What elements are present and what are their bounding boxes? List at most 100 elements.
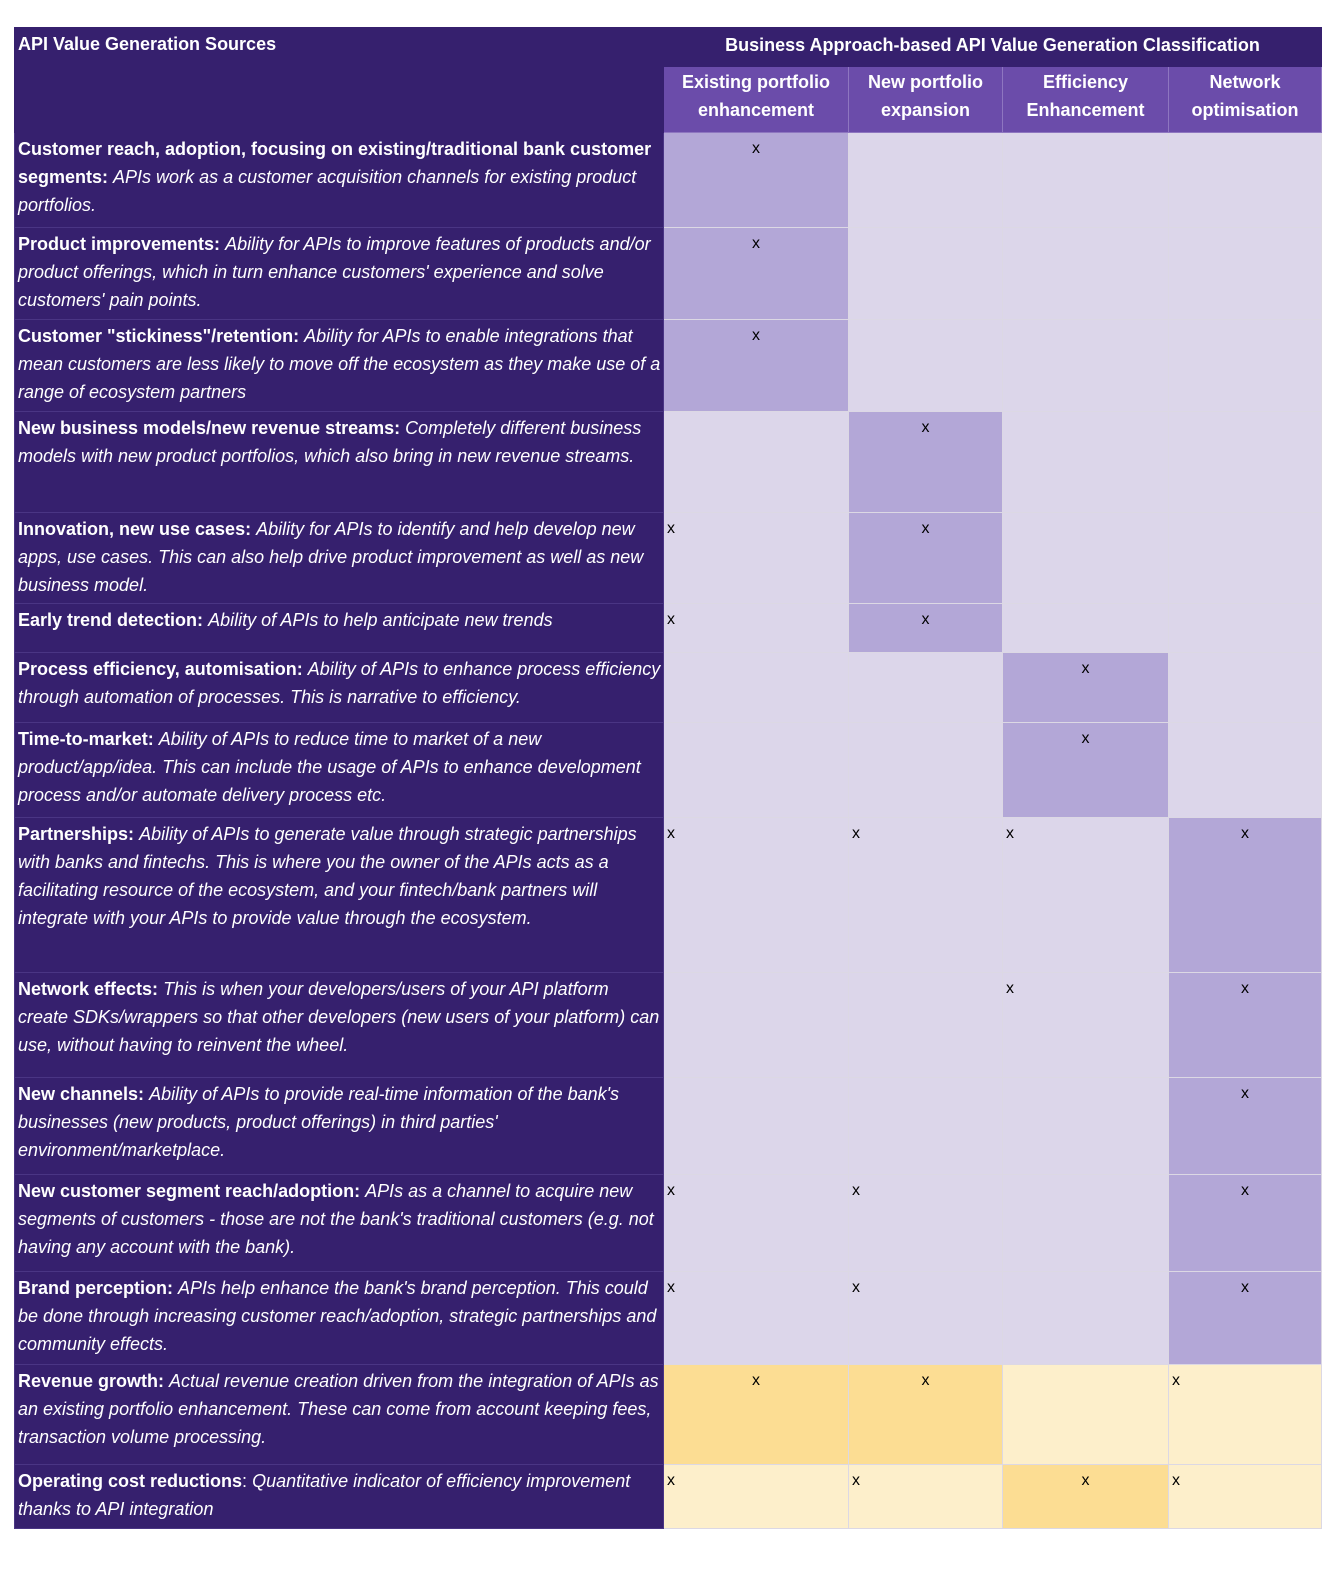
- matrix-cell-network: [1168, 227, 1322, 320]
- matrix-cell-efficiency: x: [1002, 1464, 1169, 1529]
- x-mark: x: [667, 520, 675, 537]
- x-mark: x: [752, 327, 760, 344]
- x-mark: x: [1172, 1472, 1180, 1489]
- source-cell: New business models/new revenue streams:…: [14, 411, 664, 513]
- x-mark: x: [667, 1279, 675, 1296]
- source-cell: Early trend detection: Ability of APIs t…: [14, 603, 664, 653]
- matrix-cell-network: [1168, 411, 1322, 513]
- matrix-cell-new-portfolio: x: [848, 603, 1003, 653]
- matrix-cell-new-portfolio: x: [848, 1174, 1003, 1272]
- column-header-line: Enhancement: [1026, 100, 1145, 120]
- x-mark: x: [752, 140, 760, 157]
- x-mark: x: [852, 1279, 860, 1296]
- matrix-cell-efficiency: [1002, 411, 1169, 513]
- source-description: Ability of APIs to help anticipate new t…: [208, 610, 553, 630]
- table-row: New customer segment reach/adoption: API…: [14, 1174, 1322, 1272]
- source-title: Early trend detection:: [18, 610, 204, 630]
- matrix-cell-efficiency: [1002, 603, 1169, 653]
- matrix-cell-network: x: [1168, 1271, 1322, 1365]
- source-cell: Product improvements: Ability for APIs t…: [14, 227, 664, 320]
- matrix-cell-network: x: [1168, 1174, 1322, 1272]
- matrix-cell-efficiency: [1002, 1271, 1169, 1365]
- source-description: Ability for APIs to identify and help de…: [18, 519, 644, 595]
- source-title: Customer "stickiness"/retention:: [18, 326, 300, 346]
- matrix-cell-existing-portfolio: x: [663, 319, 849, 412]
- table-row: Process efficiency, automisation: Abilit…: [14, 652, 1322, 723]
- matrix-cell-new-portfolio: [848, 652, 1003, 723]
- matrix-cell-existing-portfolio: [663, 1077, 849, 1175]
- source-title: Time-to-market:: [18, 729, 154, 749]
- matrix-cell-network: x: [1168, 1364, 1322, 1465]
- x-mark: x: [1241, 1085, 1249, 1102]
- source-description: Quantitative indicator of efficiency imp…: [18, 1471, 631, 1519]
- x-mark: x: [1172, 1372, 1180, 1389]
- x-mark: x: [1006, 825, 1014, 842]
- table-row: New business models/new revenue streams:…: [14, 411, 1322, 513]
- source-title: New channels:: [18, 1084, 145, 1104]
- matrix-cell-network: x: [1168, 972, 1322, 1078]
- table-row: Product improvements: Ability for APIs t…: [14, 227, 1322, 320]
- source-cell: Brand perception: APIs help enhance the …: [14, 1271, 664, 1365]
- x-mark: x: [921, 611, 930, 628]
- source-description: Ability for APIs to enable integrations …: [18, 326, 661, 402]
- source-title: Customer reach, adoption, focusing on ex…: [18, 139, 652, 187]
- source-cell: Partnerships: Ability of APIs to generat…: [14, 817, 664, 973]
- source-title: Brand perception:: [18, 1278, 174, 1298]
- x-mark: x: [921, 419, 930, 436]
- x-mark: x: [667, 611, 675, 628]
- matrix-cell-efficiency: x: [1002, 817, 1169, 973]
- table-row: Network effects: This is when your devel…: [14, 972, 1322, 1078]
- x-mark: x: [1241, 1279, 1249, 1296]
- column-header-line: expansion: [880, 100, 971, 120]
- column-header-line: Efficiency: [1042, 72, 1129, 92]
- column-header-line: New portfolio: [868, 72, 983, 92]
- header-row-2: Existing portfolio enhancement New portfo…: [15, 66, 1322, 133]
- matrix-cell-efficiency: [1002, 227, 1169, 320]
- matrix-cell-efficiency: [1002, 1174, 1169, 1272]
- matrix-cell-efficiency: [1002, 319, 1169, 412]
- table-row: Revenue growth: Actual revenue creation …: [14, 1364, 1322, 1465]
- source-cell: Operating cost reductions: Quantitative …: [14, 1464, 664, 1529]
- x-mark: x: [1241, 1182, 1249, 1199]
- source-description: Actual revenue creation driven from the …: [18, 1371, 659, 1447]
- matrix-cell-existing-portfolio: [663, 972, 849, 1078]
- x-mark: x: [1241, 980, 1249, 997]
- column-header-line: Network: [1209, 72, 1281, 92]
- table-row: Operating cost reductions: Quantitative …: [14, 1464, 1322, 1529]
- matrix-cell-existing-portfolio: x: [663, 1364, 849, 1465]
- source-cell: New customer segment reach/adoption: API…: [14, 1174, 664, 1272]
- matrix-cell-new-portfolio: x: [848, 512, 1003, 604]
- matrix-cell-efficiency: [1002, 1364, 1169, 1465]
- source-description: Ability of APIs to generate value throug…: [18, 824, 637, 928]
- matrix-cell-new-portfolio: x: [848, 1364, 1003, 1465]
- x-mark: x: [752, 235, 760, 252]
- table-row: New channels: Ability of APIs to provide…: [14, 1077, 1322, 1175]
- matrix-cell-new-portfolio: [848, 319, 1003, 412]
- matrix-cell-existing-portfolio: x: [663, 603, 849, 653]
- source-title: Operating cost reductions: [18, 1471, 243, 1491]
- x-mark: x: [1081, 730, 1090, 747]
- x-mark: x: [667, 1182, 675, 1199]
- source-title: Partnerships:: [18, 824, 135, 844]
- matrix-cell-network: [1168, 512, 1322, 604]
- matrix-cell-new-portfolio: x: [848, 817, 1003, 973]
- header-row-1: API Value Generation Sources Business Ap…: [14, 27, 1322, 133]
- x-mark: x: [752, 1372, 760, 1389]
- matrix-cell-new-portfolio: [848, 972, 1003, 1078]
- matrix-cell-existing-portfolio: [663, 652, 849, 723]
- classification-table: API Value Generation Sources Business Ap…: [14, 27, 1322, 1529]
- matrix-cell-efficiency: [1002, 132, 1169, 228]
- table-row: Brand perception: APIs help enhance the …: [14, 1271, 1322, 1365]
- source-cell: Time-to-market: Ability of APIs to reduc…: [14, 722, 664, 818]
- x-mark: x: [921, 520, 930, 537]
- matrix-cell-network: [1168, 319, 1322, 412]
- matrix-cell-existing-portfolio: [663, 722, 849, 818]
- matrix-cell-new-portfolio: x: [848, 411, 1003, 513]
- matrix-cell-network: x: [1168, 1464, 1322, 1529]
- matrix-cell-existing-portfolio: x: [663, 1271, 849, 1365]
- source-cell: Innovation, new use cases: Ability for A…: [14, 512, 664, 604]
- source-title: New business models/new revenue streams:: [18, 418, 401, 438]
- x-mark: x: [1241, 825, 1249, 842]
- matrix-cell-new-portfolio: x: [848, 1464, 1003, 1529]
- matrix-cell-new-portfolio: [848, 722, 1003, 818]
